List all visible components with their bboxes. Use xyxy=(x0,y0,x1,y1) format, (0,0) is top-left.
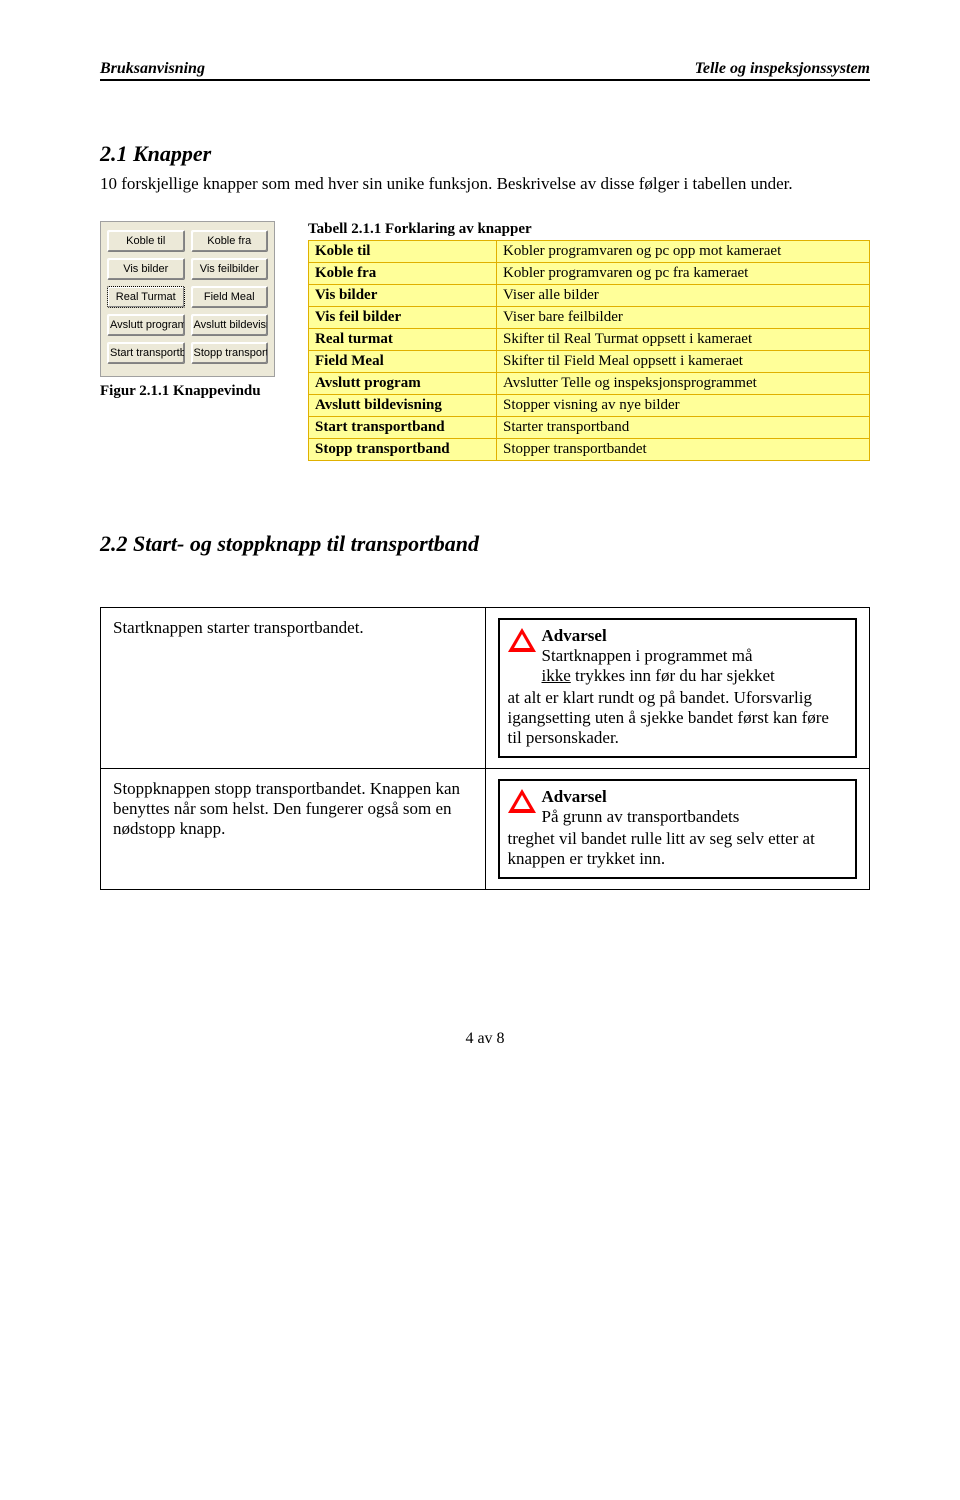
table-row: Avslutt programAvslutter Telle og inspek… xyxy=(309,372,870,394)
button-panel-screenshot: Koble til Koble fra Vis bilder Vis feilb… xyxy=(100,221,275,377)
table-row: Koble fraKobler programvaren og pc fra k… xyxy=(309,262,870,284)
table-key-cell: Avslutt program xyxy=(309,372,497,394)
table-title: Tabell 2.1.1 Forklaring av knapper xyxy=(308,221,870,238)
page-header: Bruksanvisning Telle og inspeksjonssyste… xyxy=(100,60,870,81)
figure-table-row: Koble til Koble fra Vis bilder Vis feilb… xyxy=(100,221,870,461)
warning-text: trykkes inn før du har sjekket xyxy=(571,666,775,685)
panel-btn: Stopp transportband xyxy=(191,342,269,364)
figure-column: Koble til Koble fra Vis bilder Vis feilb… xyxy=(100,221,290,400)
section-2-1-title: 2.1 Knapper xyxy=(100,141,870,167)
stop-warning-cell: Advarsel På grunn av transportbandets tr… xyxy=(485,768,870,889)
panel-btn: Field Meal xyxy=(191,286,269,308)
panel-btn: Koble til xyxy=(107,230,185,252)
panel-btn: Avslutt bildevisning xyxy=(191,314,269,336)
table-row: Field MealSkifter til Field Meal oppsett… xyxy=(309,350,870,372)
table-value-cell: Skifter til Real Turmat oppsett i kamera… xyxy=(497,328,870,350)
warning-box: Advarsel På grunn av transportbandets tr… xyxy=(498,779,858,879)
table-row: Stoppknappen stopp transportbandet. Knap… xyxy=(101,768,870,889)
table-key-cell: Koble fra xyxy=(309,262,497,284)
header-left: Bruksanvisning xyxy=(100,60,205,78)
table-value-cell: Kobler programvaren og pc fra kameraet xyxy=(497,262,870,284)
table-key-cell: Real turmat xyxy=(309,328,497,350)
panel-btn: Koble fra xyxy=(191,230,269,252)
page-footer: 4 av 8 xyxy=(100,1030,870,1048)
panel-btn: Vis feilbilder xyxy=(191,258,269,280)
table-key-cell: Koble til xyxy=(309,240,497,262)
table-row: Vis feil bilderViser bare feilbilder xyxy=(309,306,870,328)
warning-text: Startknappen i programmet må xyxy=(542,646,753,665)
section-2-1-intro: 10 forskjellige knapper som med hver sin… xyxy=(100,173,870,196)
warning-text: treghet vil bandet rulle litt av seg sel… xyxy=(508,829,848,869)
table-value-cell: Viser alle bilder xyxy=(497,284,870,306)
warning-title: Advarsel xyxy=(542,626,607,645)
panel-btn: Avslutt program xyxy=(107,314,185,336)
start-stop-table: Startknappen starter transportbandet. Ad… xyxy=(100,607,870,890)
start-warning-cell: Advarsel Startknappen i programmet må ik… xyxy=(485,607,870,768)
page: Bruksanvisning Telle og inspeksjonssyste… xyxy=(0,0,960,1088)
table-row: Avslutt bildevisningStopper visning av n… xyxy=(309,394,870,416)
explanation-table: Koble tilKobler programvaren og pc opp m… xyxy=(308,240,870,461)
stop-description-cell: Stoppknappen stopp transportbandet. Knap… xyxy=(101,768,486,889)
table-row: Real turmatSkifter til Real Turmat oppse… xyxy=(309,328,870,350)
header-right: Telle og inspeksjonssystem xyxy=(695,60,870,78)
table-value-cell: Kobler programvaren og pc opp mot kamera… xyxy=(497,240,870,262)
warning-text: at alt er klart rundt og på bandet. Ufor… xyxy=(508,688,848,748)
table-row: Koble tilKobler programvaren og pc opp m… xyxy=(309,240,870,262)
table-key-cell: Avslutt bildevisning xyxy=(309,394,497,416)
panel-btn: Real Turmat xyxy=(107,286,185,308)
start-description-cell: Startknappen starter transportbandet. xyxy=(101,607,486,768)
table-value-cell: Stopper transportbandet xyxy=(497,438,870,460)
table-row: Startknappen starter transportbandet. Ad… xyxy=(101,607,870,768)
table-value-cell: Starter transportband xyxy=(497,416,870,438)
table-column: Tabell 2.1.1 Forklaring av knapper Koble… xyxy=(308,221,870,461)
table-row: Vis bilderViser alle bilder xyxy=(309,284,870,306)
panel-btn: Start transportband xyxy=(107,342,185,364)
table-key-cell: Vis bilder xyxy=(309,284,497,306)
table-row: Stopp transportbandStopper transportband… xyxy=(309,438,870,460)
warning-triangle-icon xyxy=(508,628,536,652)
table-key-cell: Stopp transportband xyxy=(309,438,497,460)
table-value-cell: Skifter til Field Meal oppsett i kamerae… xyxy=(497,350,870,372)
table-key-cell: Field Meal xyxy=(309,350,497,372)
warning-box: Advarsel Startknappen i programmet må ik… xyxy=(498,618,858,758)
warning-triangle-icon xyxy=(508,789,536,813)
table-key-cell: Start transportband xyxy=(309,416,497,438)
table-row: Start transportbandStarter transportband xyxy=(309,416,870,438)
figure-caption: Figur 2.1.1 Knappevindu xyxy=(100,383,290,400)
table-value-cell: Avslutter Telle og inspeksjonsprogrammet xyxy=(497,372,870,394)
table-value-cell: Stopper visning av nye bilder xyxy=(497,394,870,416)
warning-underline: ikke xyxy=(542,666,571,685)
warning-title: Advarsel xyxy=(542,787,607,806)
warning-text: På grunn av transportbandets xyxy=(542,807,740,826)
table-key-cell: Vis feil bilder xyxy=(309,306,497,328)
section-2-2-title: 2.2 Start- og stoppknapp til transportba… xyxy=(100,531,870,557)
table-value-cell: Viser bare feilbilder xyxy=(497,306,870,328)
panel-btn: Vis bilder xyxy=(107,258,185,280)
